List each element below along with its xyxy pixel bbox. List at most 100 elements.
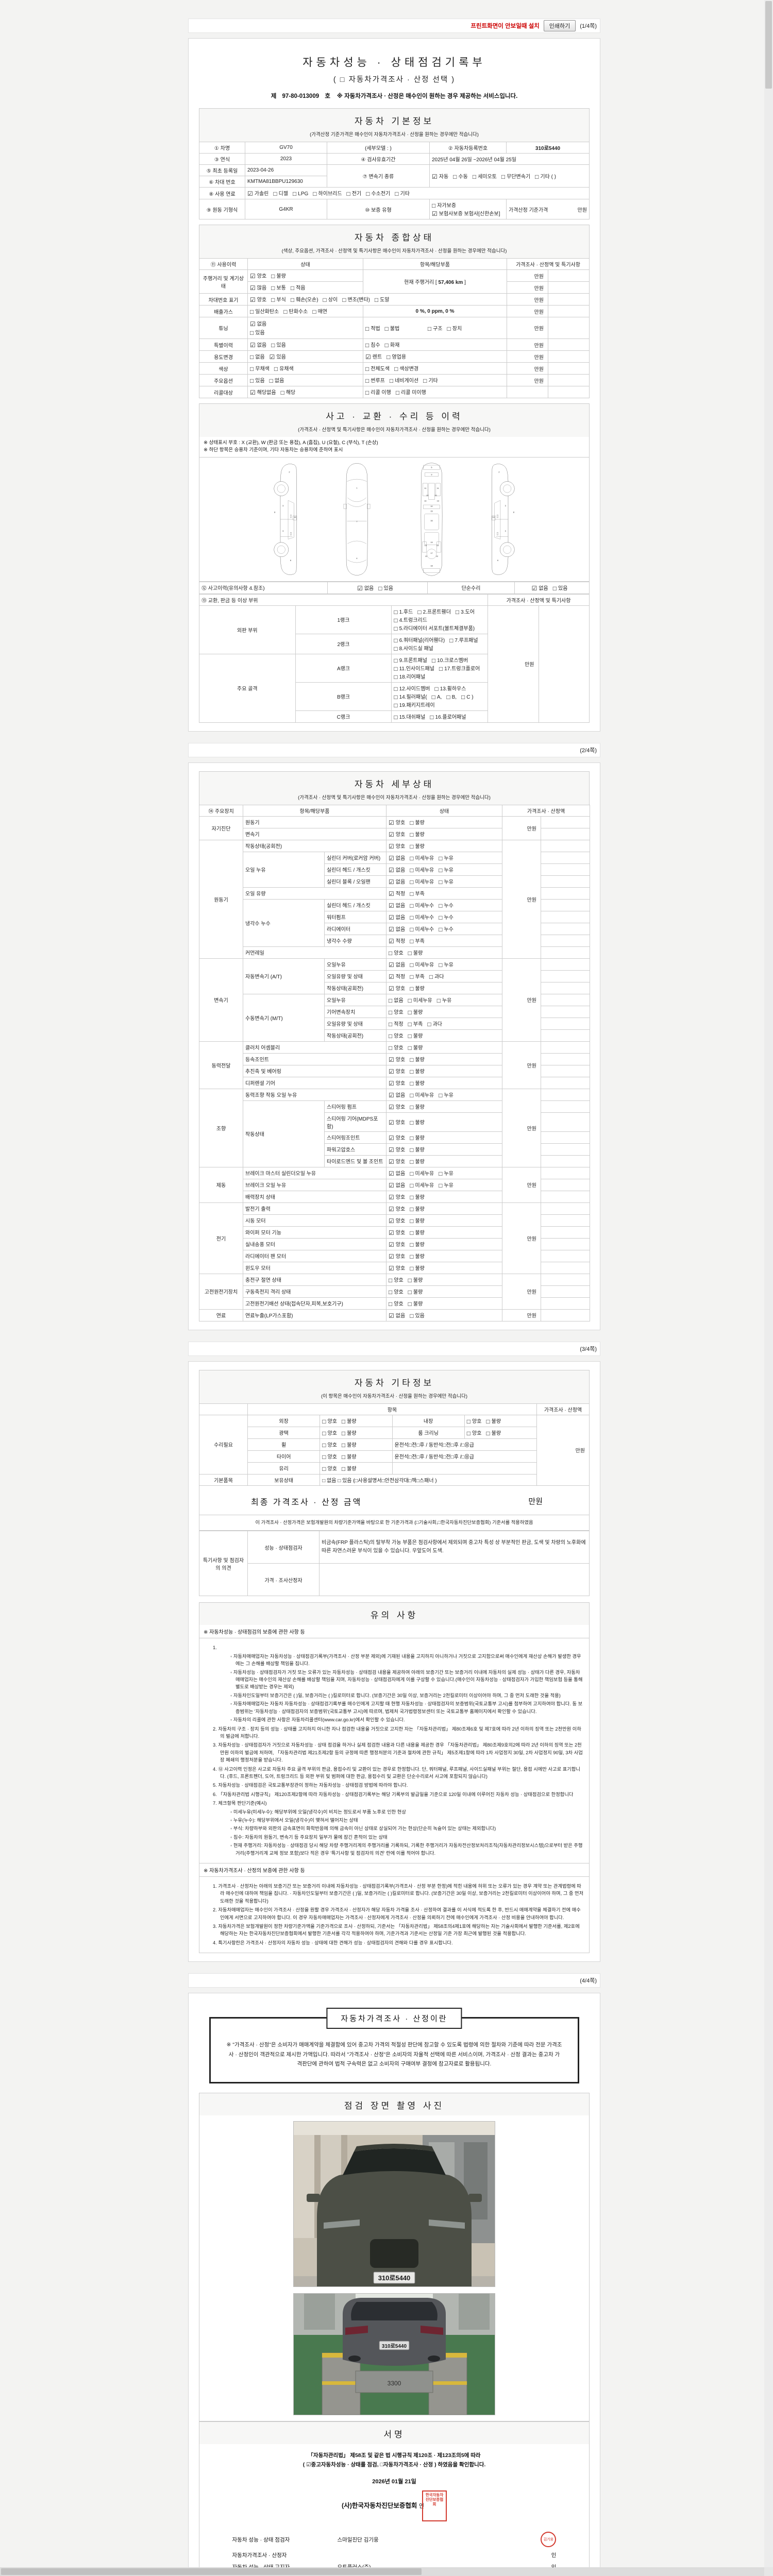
checkbox-label: 미세누유 <box>415 867 434 873</box>
detail-cell: ☑ 양호 □ 불량 <box>386 1214 503 1227</box>
unchecked-checkbox-icon: □ <box>410 842 414 850</box>
checkbox-label: 누유 <box>444 962 453 968</box>
checkbox-label: 미세누유 <box>415 962 434 968</box>
checkbox-option: □ 무채색 <box>250 364 270 372</box>
checkbox-option: □ 기타 <box>395 189 410 197</box>
checkbox-option: ☑ 양호 <box>389 818 405 826</box>
checkbox-label: 양호 <box>395 1120 406 1126</box>
other-table: 항목 가격조사 · 산정액 수리필요 외장 □ 양호 □ 불량 내장 □ 양호 □ 불량 만… <box>199 1403 590 1486</box>
usage-change-label: 용도변경 <box>199 350 248 363</box>
rankA-checks: □ 9.프론트패널 □ 10.크로스멤버□ 11.인사이드패널 □ 17.트렁크플로어□ 18… <box>391 653 488 683</box>
note-cell <box>548 386 590 398</box>
unchecked-checkbox-icon: □ <box>410 973 414 980</box>
unchecked-checkbox-icon: □ <box>342 296 346 303</box>
checkbox-label: 양호 <box>394 1289 404 1295</box>
checkbox-option: □ 훼손(오손) <box>291 295 318 303</box>
vertical-scrollbar[interactable] <box>764 0 773 2567</box>
checkbox-option: □ 미세누유 <box>408 996 432 1004</box>
detail-cell <box>541 1088 591 1101</box>
checked-checkbox-icon: ☑ <box>389 985 394 992</box>
history-subtitle: (가격조사 · 산정액 및 특기사항은 매수인이 자동차가격조사 · 산정을 원… <box>298 427 491 433</box>
checkbox-label: 불량 <box>413 950 423 956</box>
detail-cell: □ 양호 □ 불량 <box>386 1297 503 1310</box>
unchecked-checkbox-icon: □ <box>410 937 414 945</box>
notice-line: 6. 「자동차관리법 시행규칙」 제120조제2항에 따라 자동차성능 · 상태… <box>213 1791 574 1797</box>
detail-cell: 추진축 및 베어링 <box>242 1064 387 1077</box>
color-checks1: □ 무채색 □ 유채색 <box>247 362 363 375</box>
engine-type-label: ⑨ 원동 기형식 <box>199 199 245 219</box>
detail-cell: 타이로드엔드 및 볼 조인트 <box>324 1155 387 1167</box>
room-cleaning-checks: □ 양호 □ 불량 <box>464 1426 537 1439</box>
remarks-inspector-label: 성능 · 상태점검자 <box>247 1531 320 1564</box>
checkbox-option: □ 누유 <box>437 996 452 1004</box>
unchecked-checkbox-icon: □ <box>410 1091 414 1099</box>
note-cell <box>548 317 590 339</box>
checkbox-option: □ 영업용 <box>386 352 406 361</box>
vertical-scrollbar-thumb[interactable] <box>765 1 772 89</box>
checkbox-option: ☑ 양호 <box>389 1228 405 1236</box>
checkbox-option: □ 양호 <box>467 1429 482 1437</box>
checkbox-option: ☑ 가솔린 <box>247 189 268 197</box>
checkbox-label: 6.쿼터패널(리어휀다) <box>399 637 445 643</box>
checked-checkbox-icon: ☑ <box>389 902 394 909</box>
detail-row: 동력전달 클러치 어셈블리 □ 양호 □ 불량 만원 <box>199 1041 591 1089</box>
checkbox-label: 불량 <box>415 1218 425 1224</box>
checkbox-label: 미세누수 <box>415 903 434 909</box>
detail-row: 배력장치 상태 ☑ 양호 □ 불량 <box>199 1190 591 1203</box>
unchecked-checkbox-icon: □ <box>430 713 434 721</box>
horizontal-scrollbar[interactable] <box>0 2567 764 2576</box>
checkbox-label: 12.사이드멤버 <box>399 686 430 692</box>
checked-checkbox-icon: ☑ <box>389 925 394 933</box>
checkbox-label: 색상변경 <box>399 366 419 372</box>
detail-cell <box>541 1131 591 1144</box>
usage-checks1: □ 없음 ☑ 있음 <box>247 350 363 363</box>
detail-cell: 충전구 절연 상태 <box>242 1273 387 1286</box>
signer2-label: 자동차가격조사 · 산정자 <box>232 2552 287 2559</box>
notice-line: ◦ 자동차매매업자는 자동차성능 · 상태점검기록부(가격조사 · 산정 부분 … <box>230 1653 581 1667</box>
detail-row: 전기 발전기 출력 ☑ 양호 □ 불량 만원 <box>199 1202 591 1274</box>
print-button[interactable]: 인쇄하기 <box>543 20 576 31</box>
detail-cell: 작동상태(공회전) <box>324 981 387 994</box>
vin-mark-checks: ☑ 양호 □ 부식 □ 훼손(오손) □ 상이 □ 변조(변타) □ 도말 <box>247 293 507 306</box>
checkbox-option: □ 누유 <box>439 1169 453 1177</box>
checkbox-option: □ 구조 <box>428 324 443 332</box>
unchecked-checkbox-icon: □ <box>410 1146 414 1154</box>
page-strip-3: (3/4쪽) <box>188 1341 600 1356</box>
checkbox-option: □ 없음 <box>389 996 404 1004</box>
notice-line: ◦ 자동차인도일부터 보증기간은 ( )일, 보증거리는 ( )킬로미터로 합니… <box>230 1692 561 1698</box>
price-unit: 만원 <box>507 305 548 317</box>
detail-cell: ☑ 양호 □ 불량 <box>386 1249 503 1262</box>
notice-line: ◦ 자동차매매업자는 자동차 자동차성능 · 상태점검기록부를 매수인에게 고지… <box>230 1701 583 1714</box>
detail-cell: □ 양호 □ 불량 <box>386 1273 503 1286</box>
checked-checkbox-icon: ☑ <box>389 1252 394 1260</box>
checkbox-option: □ 18.리어패널 <box>394 672 425 681</box>
checked-checkbox-icon: ☑ <box>389 854 394 862</box>
checkbox-option: □ 도말 <box>375 295 390 303</box>
detail-cell: ☑ 양호 □ 불량 <box>386 1238 503 1250</box>
status-code-legend: ※ 상태표시 부호 : X (교환), W (판금 또는 용접), A (흠집)… <box>199 437 590 457</box>
horizontal-scrollbar-thumb[interactable] <box>1 2568 422 2575</box>
checkbox-label: 1.후드 <box>399 609 413 615</box>
checked-checkbox-icon: ☑ <box>389 937 394 945</box>
unchecked-checkbox-icon: □ <box>501 173 506 180</box>
mileage-value: 57,406 km <box>438 280 463 285</box>
checkbox-label: 자가보증 <box>437 203 457 209</box>
checkbox-label: 양호 <box>395 1206 406 1212</box>
note-cell <box>548 350 590 363</box>
checkbox-option: □ 미세누유 <box>410 877 434 886</box>
unchecked-checkbox-icon: □ <box>486 1429 490 1437</box>
checkbox-option: ☑ 양호 <box>389 1240 405 1248</box>
checkbox-option: □ 불량 <box>410 818 425 826</box>
checkbox-option: □ 양호 <box>389 1008 404 1016</box>
checkbox-option: ☑ 없음 <box>357 584 374 592</box>
detail-cell: 오일누유 <box>324 958 387 971</box>
checkbox-option: □ 8.사이드실 패널 <box>394 644 433 652</box>
checkbox-option: □ 있음 <box>250 376 265 384</box>
diagram-panel-number: 3 <box>282 504 283 506</box>
notice-line: ◦ 누유(누수): 해당부위에서 오일(냉각수)이 맺혀서 떨어지는 상태 <box>230 1817 358 1823</box>
first-reg-value: 2023-04-26 <box>245 164 327 176</box>
detail-cell <box>541 1041 591 1054</box>
unchecked-checkbox-icon: □ <box>439 665 443 672</box>
detail-h-item: 항목/해당부품 <box>242 804 387 817</box>
detail-cell: ☑ 양호 □ 불량 <box>386 1053 503 1065</box>
